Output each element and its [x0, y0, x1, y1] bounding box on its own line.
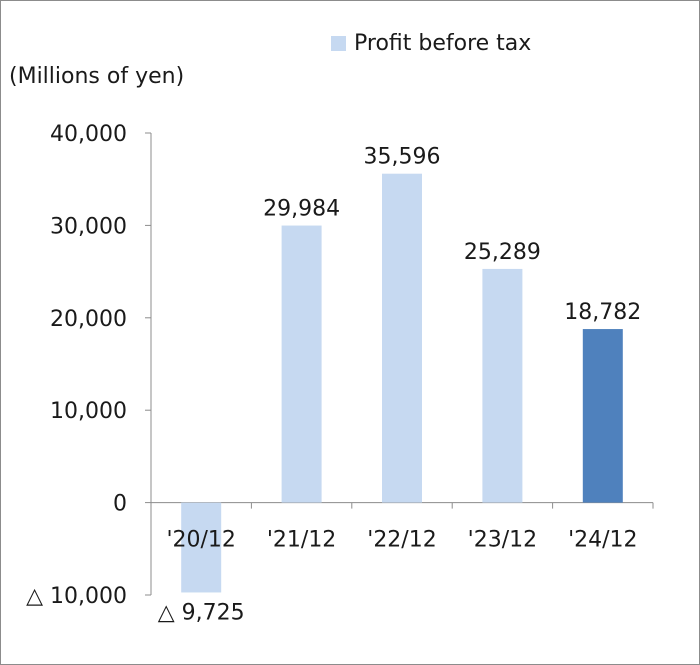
bar: [281, 225, 322, 503]
legend-swatch: [331, 36, 346, 51]
x-tick-label: '20/12: [166, 528, 235, 553]
legend-label: Profit before tax: [354, 31, 532, 56]
data-label: 25,289: [464, 240, 541, 265]
y-tick-label: 20,000: [50, 307, 127, 332]
y-tick-label: 0: [113, 492, 127, 517]
data-label: △ 9,725: [158, 600, 245, 625]
y-tick-label: 40,000: [50, 122, 127, 147]
data-label: 29,984: [263, 197, 340, 222]
data-label: 18,782: [564, 300, 641, 325]
data-label: 35,596: [364, 145, 441, 170]
bar: [181, 502, 222, 593]
x-tick-label: '22/12: [367, 528, 436, 553]
y-tick-label: △ 10,000: [26, 584, 127, 609]
bar: [482, 268, 523, 503]
y-tick-label: 30,000: [50, 214, 127, 239]
x-tick-label: '21/12: [267, 528, 336, 553]
unit-label: (Millions of yen): [9, 64, 185, 89]
y-tick-label: 10,000: [50, 399, 127, 424]
x-tick-label: '24/12: [568, 528, 637, 553]
legend: Profit before tax: [331, 31, 531, 56]
x-tick-label: '23/12: [468, 528, 537, 553]
bar: [582, 329, 623, 503]
bar: [382, 173, 422, 503]
